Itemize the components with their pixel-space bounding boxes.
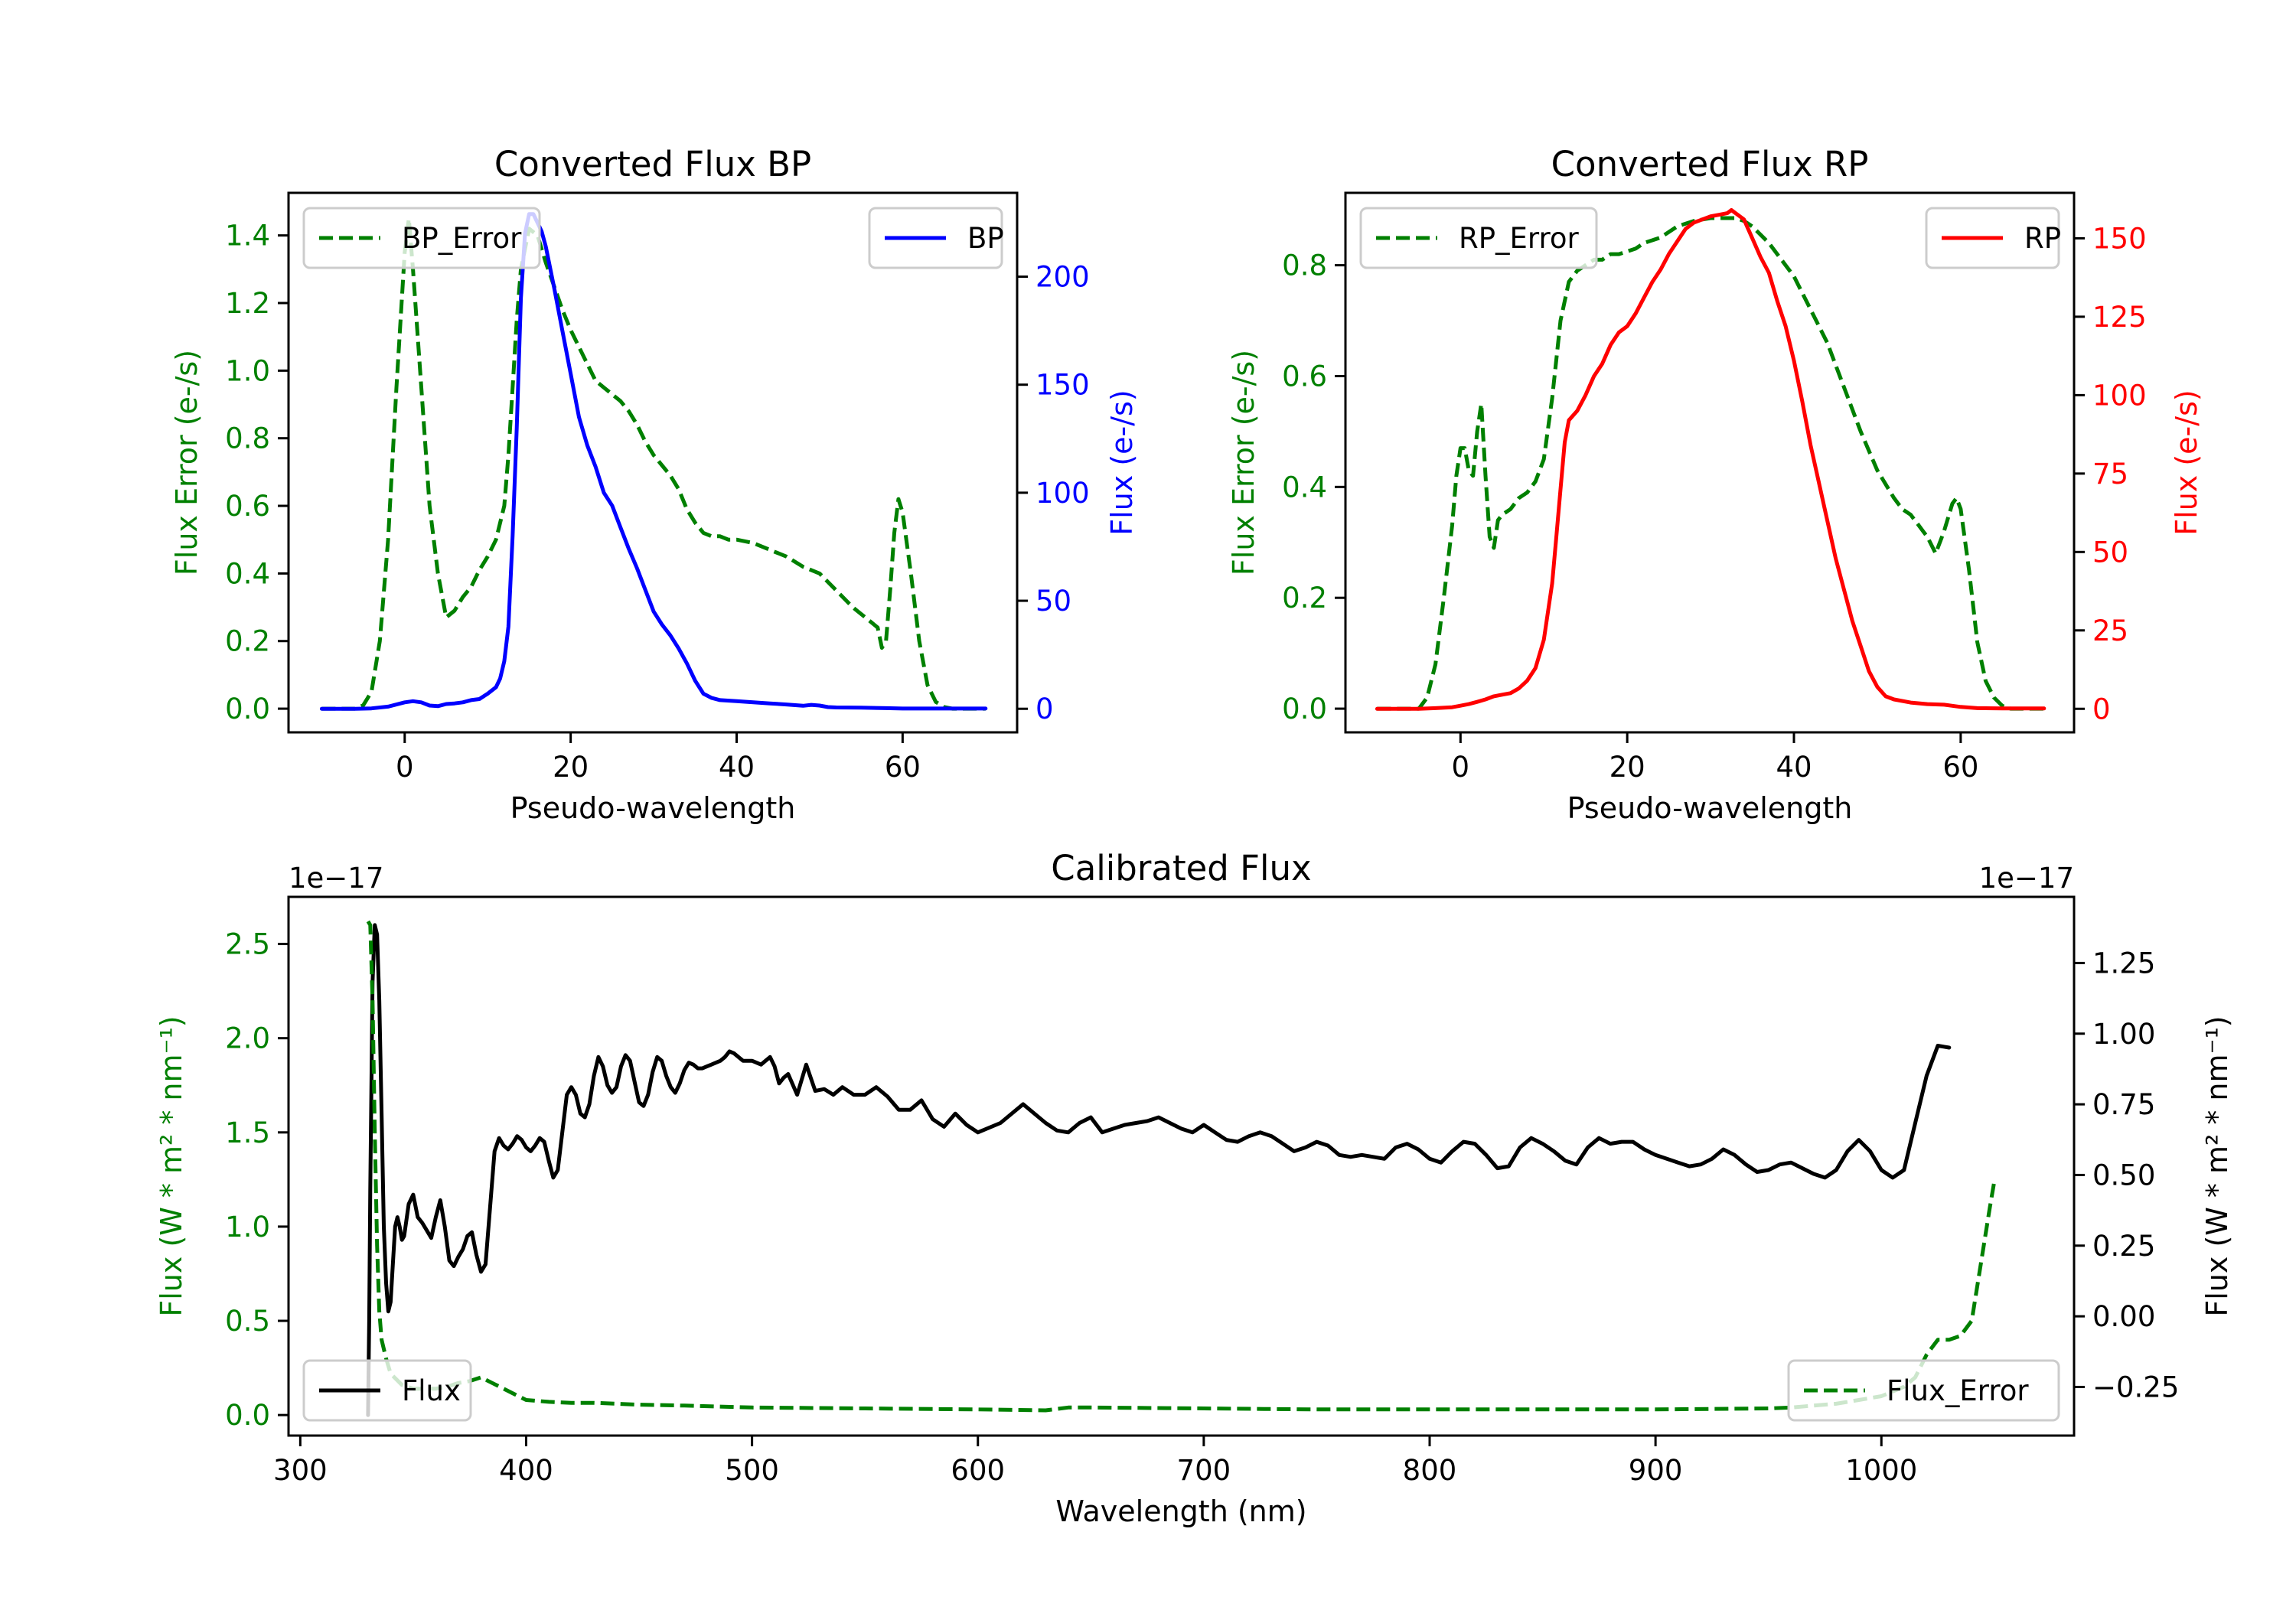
y-left-tick-label: 0.0 [225, 693, 270, 725]
panel-converted-flux-rp: 0 20 40 60 0.0 0.2 0.4 0.6 0.8 0 25 50 75 100 125 150 Co… [1227, 144, 2203, 825]
x-tick-label: 400 [499, 1454, 553, 1487]
axes-frame [287, 191, 1019, 734]
legend-rp: RP [1925, 207, 2061, 269]
axes-frame [1344, 191, 2076, 734]
y-left-axis-label: Flux (W * m² * nm⁻¹) [155, 1015, 188, 1316]
y-right-tick-label: 50 [2092, 536, 2128, 569]
legend-box [1359, 207, 1598, 269]
y-right-tick-label: 100 [2092, 379, 2147, 412]
y-right-tick-label: 0 [2092, 693, 2111, 725]
x-tick-label: 0 [396, 751, 414, 784]
x-tick-label: 700 [1177, 1454, 1231, 1487]
legend-flux-error: Flux_Error [1787, 1359, 2060, 1422]
x-tick-label: 300 [273, 1454, 328, 1487]
y-right-tick-label: 75 [2092, 458, 2128, 491]
series-line-bp-error [321, 217, 986, 711]
legend-label: Flux_Error [1887, 1374, 2029, 1407]
legend-label: BP_Error [402, 222, 522, 255]
legend-label: Flux [402, 1374, 461, 1407]
y-left-tick-label: 0.4 [225, 557, 270, 590]
legend-label: BP [967, 222, 1004, 255]
panel-calibrated-flux: 300 400 500 600 700 800 900 1000 0.0 0.5 1.0 1.5 2.0… [155, 848, 2234, 1528]
y-left-tick-label: 0.8 [225, 422, 270, 455]
x-tick-label: 60 [885, 751, 921, 784]
x-tick-label: 600 [951, 1454, 1005, 1487]
legend-flux: Flux [302, 1359, 472, 1422]
y-right-offset-text: 1e−17 [1979, 862, 2074, 895]
x-tick-label: 0 [1452, 751, 1470, 784]
y-right-tick-label: 0 [1035, 693, 1054, 725]
x-tick-label: 20 [1609, 751, 1645, 784]
legend-bp-error: BP_Error [302, 207, 541, 269]
y-right-tick-label: −0.25 [2092, 1371, 2179, 1403]
x-tick-label: 1000 [1845, 1454, 1917, 1487]
x-tick-label: 60 [1942, 751, 1978, 784]
y-left-tick-label: 0.8 [1282, 249, 1327, 282]
y-left-tick-label: 0.2 [1282, 582, 1327, 614]
series-group [1375, 208, 2047, 711]
y-right-tick-label: 150 [2092, 222, 2147, 255]
chart-title: Converted Flux BP [494, 144, 811, 184]
y-left-tick-label: 1.2 [225, 287, 270, 320]
x-axis-label: Pseudo-wavelength [1567, 791, 1853, 825]
y-left-axis-label: Flux Error (e-/s) [170, 350, 204, 575]
legend-box [1787, 1359, 2060, 1422]
y-left-tick-label: 1.0 [225, 1211, 270, 1244]
legend-bp: BP [868, 207, 1004, 269]
y-left-axis-label: Flux Error (e-/s) [1227, 350, 1261, 575]
series-line-rp [1375, 208, 2047, 711]
y-right-tick-label: 125 [2092, 301, 2147, 334]
series-line-bp [319, 212, 988, 711]
x-axis-label: Wavelength (nm) [1055, 1495, 1306, 1528]
y-right-tick-label: 0.00 [2092, 1300, 2155, 1333]
y-left-tick-label: 1.5 [225, 1116, 270, 1149]
series-line-flux [366, 923, 1952, 1417]
y-right-tick-label: 0.50 [2092, 1159, 2155, 1191]
x-tick-label: 40 [719, 751, 755, 784]
y-right-axis-label: Flux (W * m² * nm⁻¹) [2200, 1015, 2234, 1316]
x-axis-label: Pseudo-wavelength [510, 791, 796, 825]
y-right-tick-label: 150 [1035, 369, 1090, 402]
legend-label: RP_Error [1459, 222, 1579, 255]
y-right-tick-label: 1.25 [2092, 947, 2155, 980]
x-tick-label: 40 [1776, 751, 1812, 784]
y-left-tick-label: 1.4 [225, 220, 270, 253]
y-right-axis-label: Flux (e-/s) [1105, 390, 1139, 535]
x-tick-label: 20 [553, 751, 589, 784]
chart-title: Calibrated Flux [1051, 848, 1311, 888]
y-right-tick-label: 100 [1035, 477, 1090, 510]
y-left-tick-label: 0.0 [225, 1399, 270, 1432]
y-left-tick-label: 1.0 [225, 354, 270, 387]
y-right-tick-label: 50 [1035, 585, 1071, 618]
legend-label: RP [2024, 222, 2061, 255]
axes-frame [287, 895, 2076, 1437]
y-right-tick-label: 0.25 [2092, 1230, 2155, 1263]
x-tick-label: 500 [725, 1454, 779, 1487]
y-right-tick-label: 25 [2092, 614, 2128, 647]
panel-converted-flux-bp: 0 20 40 60 0.0 0.2 0.4 0.6 0.8 1.0 1.2 1.4 0 50 100 150… [170, 144, 1139, 825]
y-left-tick-label: 0.5 [225, 1305, 270, 1338]
series-line-rp-error [1377, 216, 2044, 711]
legend-rp-error: RP_Error [1359, 207, 1598, 269]
series-group [319, 212, 988, 711]
y-left-tick-label: 0.6 [225, 490, 270, 523]
y-left-tick-label: 2.5 [225, 928, 270, 961]
y-left-tick-label: 0.0 [1282, 693, 1327, 725]
chart-title: Converted Flux RP [1551, 144, 1869, 184]
y-right-tick-label: 200 [1035, 261, 1090, 294]
y-left-tick-label: 0.4 [1282, 471, 1327, 504]
y-right-tick-label: 0.75 [2092, 1088, 2155, 1121]
y-left-tick-label: 2.0 [225, 1022, 270, 1055]
y-left-tick-label: 0.6 [1282, 360, 1327, 393]
x-tick-label: 900 [1629, 1454, 1683, 1487]
x-tick-label: 800 [1403, 1454, 1457, 1487]
y-left-offset-text: 1e−17 [289, 862, 383, 895]
legend-box [302, 1359, 472, 1422]
legend-box [302, 207, 541, 269]
y-right-axis-label: Flux (e-/s) [2170, 390, 2203, 535]
y-right-tick-label: 1.00 [2092, 1018, 2155, 1051]
y-left-tick-label: 0.2 [225, 625, 270, 658]
